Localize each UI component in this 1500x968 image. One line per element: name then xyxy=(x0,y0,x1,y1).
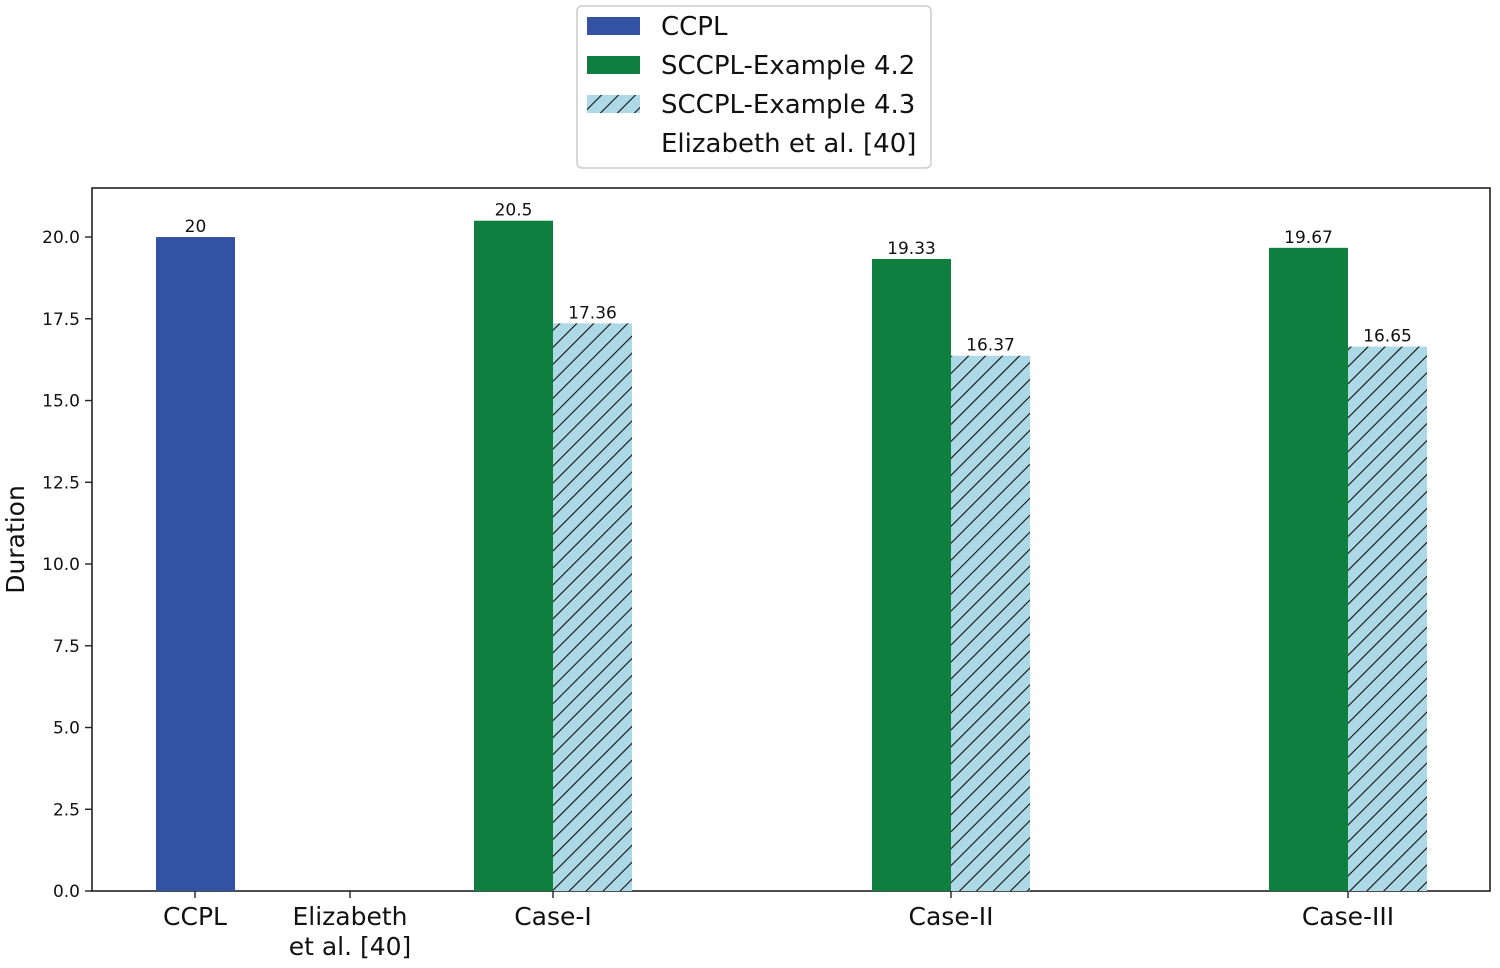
legend-label: CCPL xyxy=(661,12,728,42)
bar xyxy=(1348,346,1427,891)
legend-item: CCPL xyxy=(587,12,728,42)
legend: CCPL SCCPL-Example 4.2 SCCPL-Example 4.3 El… xyxy=(576,5,932,169)
bar xyxy=(474,220,553,891)
legend-label: Elizabeth et al. [40] xyxy=(661,129,916,159)
bar-value-label: 20.5 xyxy=(495,201,533,221)
bar-value-label: 16.65 xyxy=(1363,327,1412,347)
y-tick-label: 5.0 xyxy=(53,719,80,739)
y-tick-label: 10.0 xyxy=(42,555,80,575)
y-axis-label: Duration xyxy=(1,485,30,594)
x-tick-label: et al. [40] xyxy=(289,932,412,961)
bar-value-label: 19.33 xyxy=(887,239,936,259)
y-tick-label: 15.0 xyxy=(42,392,80,412)
legend-swatch xyxy=(587,17,640,35)
legend-swatch xyxy=(587,95,640,113)
bar-value-label: 16.37 xyxy=(966,336,1015,356)
y-tick-label: 7.5 xyxy=(53,637,80,657)
bar xyxy=(951,355,1030,891)
x-tick-label: CCPL xyxy=(163,902,227,931)
bar-value-label: 19.67 xyxy=(1284,228,1333,248)
bar-value-label: 17.36 xyxy=(568,303,617,323)
bar xyxy=(553,323,632,891)
x-tick-label: Case-III xyxy=(1302,902,1394,931)
plot-frame xyxy=(91,187,1491,892)
x-tick-label: Case-I xyxy=(514,902,592,931)
legend-label: SCCPL-Example 4.2 xyxy=(661,51,915,81)
x-tick-label: Elizabeth xyxy=(292,902,407,931)
bars-layer xyxy=(156,220,1427,892)
bar-labels-layer: 20 20.5 19.33 19.67 17.36 16.37 16.65 xyxy=(185,201,1412,356)
legend-item: SCCPL-Example 4.3 xyxy=(587,90,915,120)
legend-label: SCCPL-Example 4.3 xyxy=(661,90,915,120)
y-tick-label: 17.5 xyxy=(42,310,80,330)
axes-layer: 0.0 2.5 5.0 7.5 10.0 12.5 15.0 17.5 20.0 CCPL Eliz… xyxy=(1,187,1491,961)
legend-box xyxy=(576,5,932,169)
y-tick-label: 2.5 xyxy=(53,800,80,820)
y-tick-label: 12.5 xyxy=(42,473,80,493)
bar xyxy=(872,258,951,891)
legend-swatch xyxy=(587,56,640,74)
legend-item: Elizabeth et al. [40] xyxy=(661,129,916,159)
x-tick-label: Case-II xyxy=(909,902,994,931)
legend-item: SCCPL-Example 4.2 xyxy=(587,51,915,81)
y-tick-label: 0.0 xyxy=(53,882,80,902)
bar xyxy=(1269,247,1348,892)
y-tick-label: 20.0 xyxy=(42,228,80,248)
bar xyxy=(156,237,235,891)
bar-value-label: 20 xyxy=(185,217,207,237)
